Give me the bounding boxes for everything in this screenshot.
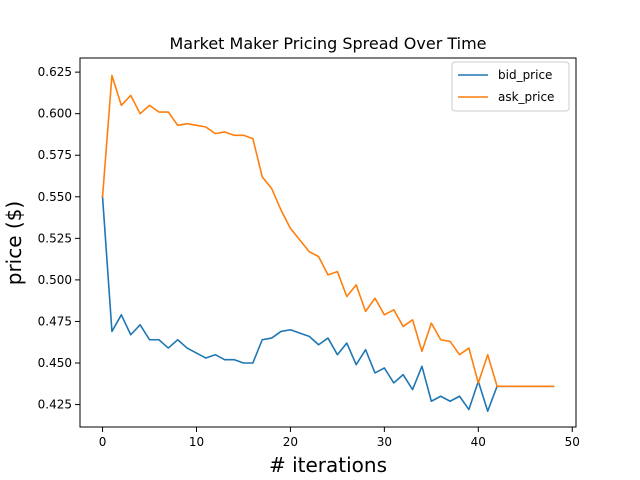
y-tick-label: 0.500 — [38, 273, 72, 287]
y-tick-label: 0.525 — [38, 231, 72, 245]
y-tick-label: 0.450 — [38, 356, 72, 370]
y-tick-label: 0.575 — [38, 148, 72, 162]
y-axis-label: price ($) — [2, 201, 26, 285]
x-tick-label: 20 — [283, 435, 298, 449]
y-tick-label: 0.475 — [38, 314, 72, 328]
x-axis: 0 10 20 30 40 50 — [99, 427, 580, 449]
legend-label-bid-price: bid_price — [498, 68, 552, 82]
x-tick-label: 50 — [565, 435, 580, 449]
x-axis-label: # iterations — [269, 453, 387, 477]
plot-area-frame — [79, 57, 577, 428]
series-layer — [101, 74, 555, 413]
chart-title: Market Maker Pricing Spread Over Time — [169, 34, 486, 53]
y-tick-label: 0.625 — [38, 65, 72, 79]
y-tick-label: 0.425 — [38, 398, 72, 412]
series-line-ask-price — [101, 74, 555, 388]
series-line-bid-price — [101, 195, 555, 413]
y-tick-label: 0.600 — [38, 107, 72, 121]
y-axis: 0.425 0.450 0.475 0.500 0.525 0.550 0.575 0.600… — [38, 65, 80, 412]
x-tick-label: 30 — [377, 435, 392, 449]
legend-label-ask-price: ask_price — [498, 90, 554, 104]
x-tick-label: 0 — [99, 435, 107, 449]
legend: bid_price ask_price — [451, 61, 570, 112]
x-tick-label: 40 — [471, 435, 486, 449]
x-tick-label: 10 — [189, 435, 204, 449]
y-tick-label: 0.550 — [38, 190, 72, 204]
